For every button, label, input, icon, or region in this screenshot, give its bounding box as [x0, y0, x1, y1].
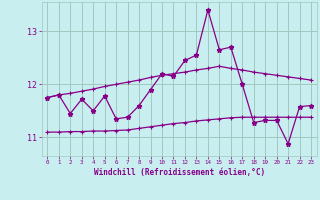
- X-axis label: Windchill (Refroidissement éolien,°C): Windchill (Refroidissement éolien,°C): [94, 168, 265, 177]
